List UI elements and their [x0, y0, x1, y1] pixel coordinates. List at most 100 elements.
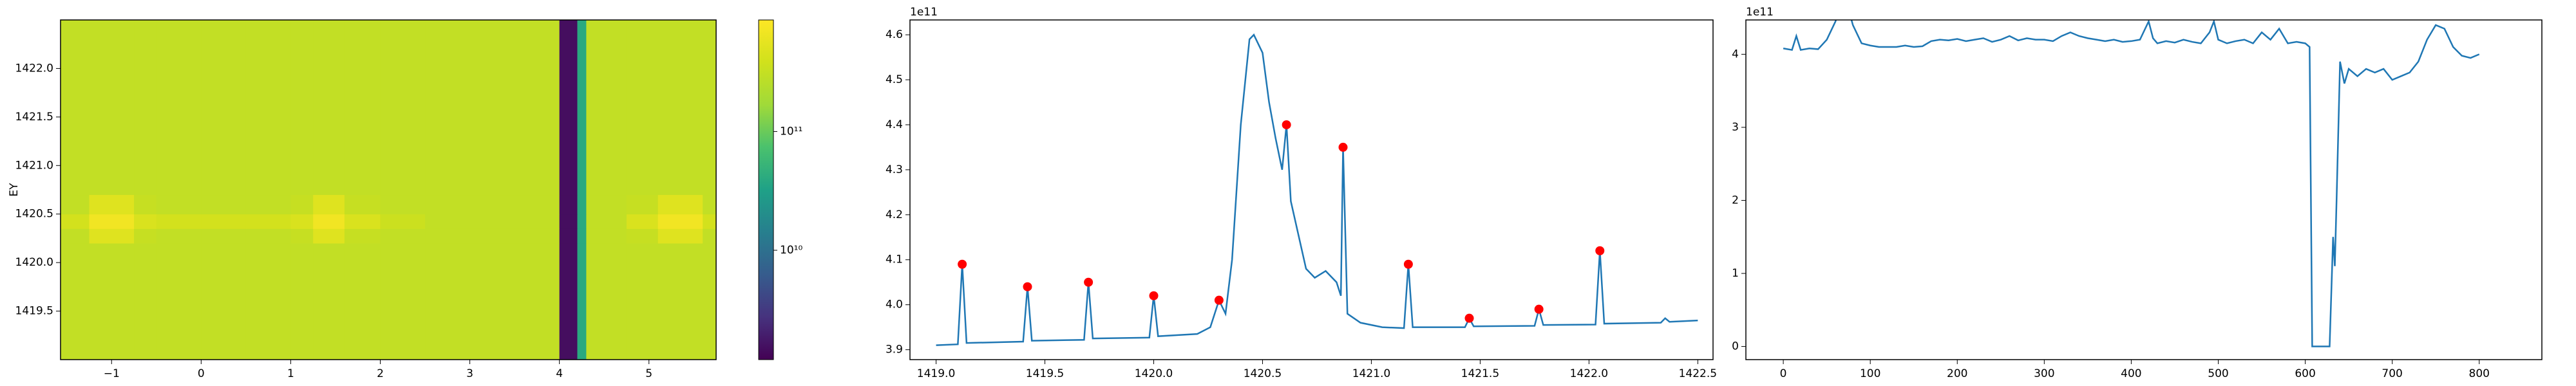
heatmap-cell	[626, 194, 659, 215]
offset-text: 1e11	[910, 6, 938, 19]
heatmap-cell	[313, 228, 345, 244]
heatmap-cell	[577, 194, 587, 215]
colorbar	[758, 19, 774, 360]
heatmap-cell	[586, 20, 627, 196]
heatmap-cell	[425, 214, 471, 229]
heatmap-cell	[559, 20, 578, 196]
x-tick-label: 1422.5	[1679, 367, 1717, 380]
x-tick-label: 0	[1780, 367, 1787, 380]
peak-marker	[1023, 282, 1032, 291]
heatmap-cell	[425, 20, 471, 196]
heatmap-cell	[515, 194, 560, 215]
plot-area	[61, 20, 716, 360]
heatmap-cell	[469, 214, 515, 229]
heatmap-cell	[559, 214, 578, 229]
x-tick-label: 1420.5	[1244, 367, 1282, 380]
heatmap-cell	[61, 243, 90, 360]
y-tick-label: 0	[1732, 340, 1739, 353]
heatmap-cell	[245, 20, 291, 196]
y-tick-label: 4.5	[886, 73, 903, 86]
y-tick-label: 4.3	[886, 163, 903, 176]
peak-marker	[1464, 313, 1474, 323]
x-tick-label: 800	[2469, 367, 2490, 380]
heatmap-cell	[469, 194, 515, 215]
peak-marker	[1403, 259, 1413, 269]
heatmap-cell	[245, 214, 291, 229]
axes: 1419.0 1419.5 1420.0 1420.5 1421.0 1421.5 1422…	[886, 19, 1717, 380]
heatmap-cell	[469, 20, 515, 196]
heatmap-cell	[515, 20, 560, 196]
x-tick-label: 200	[1947, 367, 1967, 380]
heatmap-cell	[134, 20, 157, 196]
heatmap-cell	[586, 194, 627, 215]
line-series	[936, 33, 1698, 346]
plot-area	[936, 33, 1698, 346]
x-tick-label: 600	[2295, 367, 2315, 380]
heatmap-cell	[469, 243, 515, 360]
x-tick-label: 5	[645, 367, 652, 380]
heatmap-cell	[313, 243, 345, 360]
y-tick-label: 1421.0	[15, 159, 53, 172]
heatmap-cell	[380, 194, 426, 215]
peak-marker	[1214, 295, 1224, 305]
heatmap-cell	[586, 228, 627, 244]
y-tick-label: 4	[1732, 48, 1739, 60]
heatmap-cell	[559, 194, 578, 215]
peak-marker	[1595, 246, 1605, 255]
heatmap-cell	[344, 20, 381, 196]
heatmap-cell	[626, 243, 659, 360]
heatmap-cell	[290, 20, 314, 196]
y-tick-label: 3.9	[886, 344, 903, 356]
heatmap-cell	[245, 194, 291, 215]
heatmap-cell	[425, 228, 471, 244]
heatmap-cell	[201, 243, 247, 360]
offset-text: 1e11	[1746, 6, 1774, 19]
heatmap-cell	[344, 194, 381, 215]
heatmap-cell	[201, 228, 247, 244]
heatmap-cell	[134, 214, 157, 229]
x-tick-label: 3	[466, 367, 473, 380]
x-tick-label: 0	[198, 367, 205, 380]
x-tick-label: −1	[104, 367, 120, 380]
heatmap-cell	[586, 214, 627, 229]
axes: −1 0 1 2 3 4 5 1419.5 1420.0 1420.5 1421.0 1421.5 14…	[15, 19, 717, 380]
x-tick-label: 1420.0	[1135, 367, 1173, 380]
heatmap-cell	[245, 243, 291, 360]
y-axis-label: EY	[8, 183, 21, 197]
y-tick-label: 1422.0	[15, 62, 53, 75]
heatmap-cell	[89, 243, 135, 360]
y-tick-label: 4.0	[886, 299, 903, 311]
heatmap-cell	[290, 214, 314, 229]
axes-frame	[909, 19, 1714, 360]
peak-marker	[958, 259, 967, 269]
heatmap-cell	[469, 228, 515, 244]
peak-marker	[1149, 291, 1159, 300]
x-tick-label: 100	[1860, 367, 1880, 380]
x-tick-label: 500	[2208, 367, 2228, 380]
heatmap-cell	[515, 228, 560, 244]
colorbar-tick-label: 10¹¹	[780, 125, 802, 138]
heatmap-cell	[577, 243, 587, 360]
heatmap-cell	[380, 20, 426, 196]
heatmap-cell	[201, 20, 247, 196]
heatmap-cell	[658, 194, 703, 215]
heatmap-cell	[559, 243, 578, 360]
heatmap-cell	[586, 243, 627, 360]
peak-marker	[1282, 120, 1291, 129]
heatmap-cell	[89, 194, 135, 215]
heatmap-cell	[245, 228, 291, 244]
heatmap-cell	[344, 228, 381, 244]
y-tick-label: 1420.5	[15, 208, 53, 221]
heatmap-cell	[61, 20, 90, 196]
heatmap-cell	[626, 228, 659, 244]
heatmap-cell	[89, 228, 135, 244]
heatmap-cell	[658, 20, 703, 196]
heatmap-cell	[658, 243, 703, 360]
heatmap-cell	[290, 228, 314, 244]
heatmap-cell	[515, 243, 560, 360]
heatmap-cell	[577, 228, 587, 244]
y-tick-label: 1420.0	[15, 256, 53, 269]
y-tick-label: 1421.5	[15, 111, 53, 124]
heatmap-cell	[658, 214, 703, 229]
